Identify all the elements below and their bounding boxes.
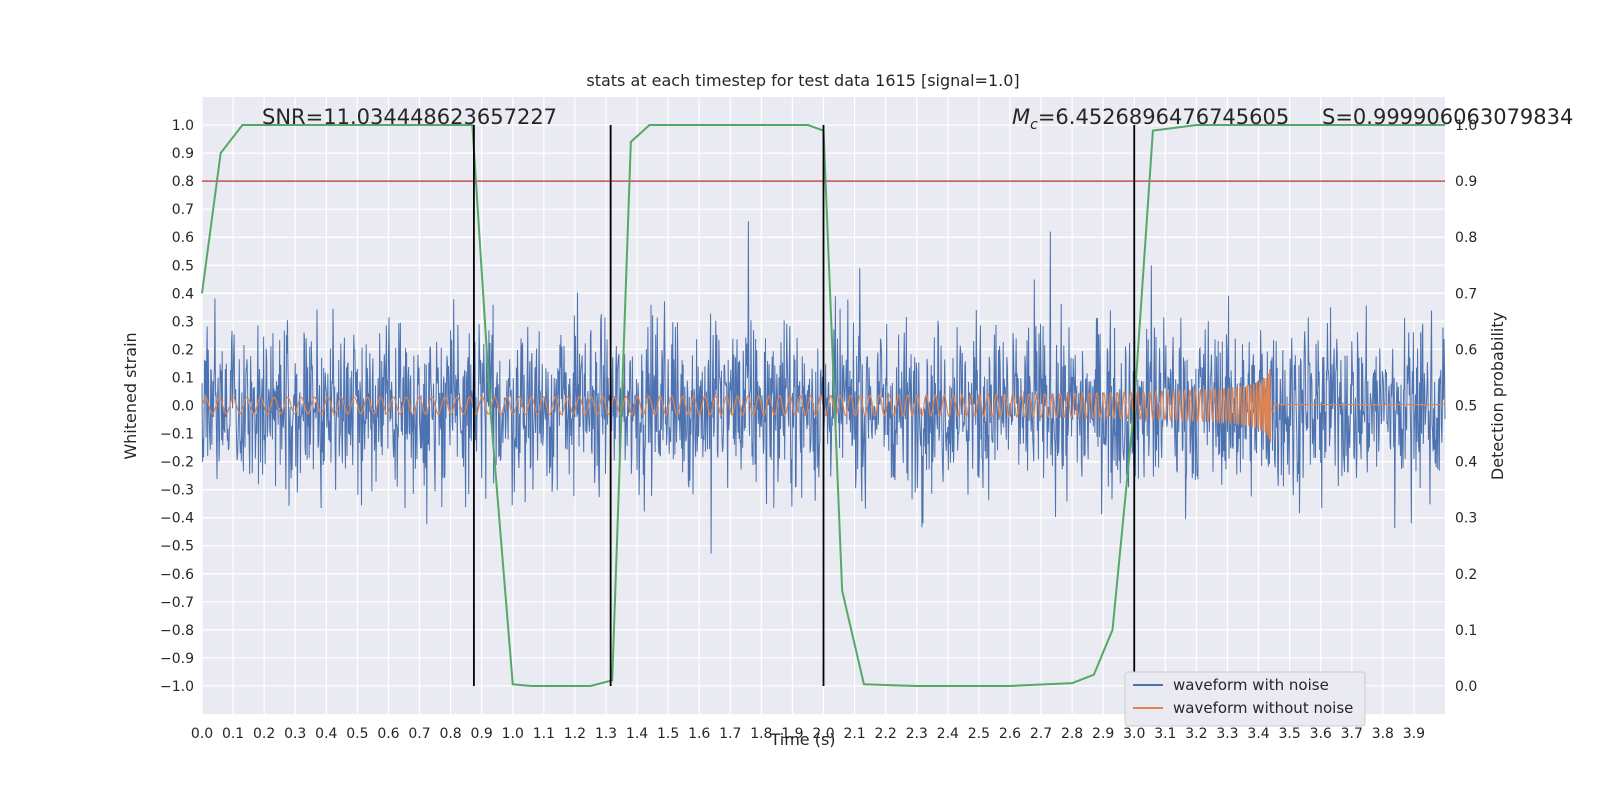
x-tick-label: 2.3 — [906, 726, 928, 742]
x-tick-label: 1.8 — [750, 726, 772, 742]
legend-label-clean: waveform without noise — [1173, 699, 1353, 717]
y-right-tick-label: 0.1 — [1455, 623, 1477, 639]
legend-label-noise: waveform with noise — [1173, 676, 1329, 694]
x-tick-label: 2.5 — [968, 726, 990, 742]
y-tick-label: 0.5 — [172, 258, 194, 274]
y-tick-label: −0.2 — [160, 455, 194, 471]
mc-annotation: Mc=6.4526896476745605 — [1012, 105, 1289, 133]
x-tick-label: 1.6 — [688, 726, 710, 742]
s-annotation: S=0.999906063079834 — [1322, 105, 1573, 129]
x-tick-label: 3.2 — [1185, 726, 1207, 742]
legend-box — [1124, 671, 1366, 727]
x-tick-label: 2.6 — [999, 726, 1021, 742]
x-tick-label: 2.0 — [812, 726, 834, 742]
x-tick-label: 3.0 — [1123, 726, 1145, 742]
chart-title: stats at each timestep for test data 161… — [586, 71, 1019, 90]
x-tick-label: 2.4 — [937, 726, 959, 742]
y-right-tick-label: 1.0 — [1455, 118, 1477, 134]
y-axis-label: Whitened strain — [121, 332, 140, 459]
y-tick-label: 0.3 — [172, 314, 194, 330]
y-right-tick-label: 0.8 — [1455, 230, 1477, 246]
x-tick-label: 0.5 — [346, 726, 368, 742]
x-tick-label: 2.2 — [875, 726, 897, 742]
vertical-markers — [473, 125, 1136, 686]
y-tick-label: −0.5 — [160, 539, 194, 555]
x-tick-label: 0.2 — [253, 726, 275, 742]
y-tick-label: 0.2 — [172, 342, 194, 358]
x-tick-label: 2.8 — [1061, 726, 1083, 742]
x-tick-label: 0.4 — [315, 726, 337, 742]
y-tick-label: 1.0 — [172, 118, 194, 134]
x-tick-label: 2.9 — [1092, 726, 1114, 742]
x-tick-label: 3.7 — [1341, 726, 1363, 742]
y-right-tick-label: 0.7 — [1455, 286, 1477, 302]
y-tick-label: −0.4 — [160, 511, 194, 527]
y-tick-label: 0.9 — [172, 146, 194, 162]
x-tick-label: 1.0 — [502, 726, 524, 742]
x-tick-label: 3.5 — [1278, 726, 1300, 742]
x-tick-label: 1.9 — [781, 726, 803, 742]
x-tick-label: 2.1 — [843, 726, 865, 742]
x-tick-label: 0.9 — [471, 726, 493, 742]
y-right-tick-label: 0.4 — [1455, 455, 1477, 471]
y-tick-label: −0.1 — [160, 427, 194, 443]
y-tick-label: 0.0 — [172, 399, 194, 415]
y-tick-label: −0.3 — [160, 483, 194, 499]
x-tick-label: 3.6 — [1310, 726, 1332, 742]
x-tick-label: 0.6 — [377, 726, 399, 742]
x-tick-label: 1.4 — [626, 726, 648, 742]
x-tick-label: 0.8 — [439, 726, 461, 742]
y-tick-label: −0.6 — [160, 567, 194, 583]
x-tick-label: 3.4 — [1247, 726, 1269, 742]
x-tick-label: 0.1 — [222, 726, 244, 742]
y-tick-label: 0.6 — [172, 230, 194, 246]
y-tick-label: −0.8 — [160, 623, 194, 639]
x-tick-label: 3.8 — [1372, 726, 1394, 742]
y-tick-label: −1.0 — [160, 679, 194, 695]
x-tick-label: 0.0 — [191, 726, 213, 742]
detection-probability-line — [201, 124, 1445, 687]
y-axis-right-label: Detection probability — [1488, 312, 1507, 480]
x-tick-label: 3.1 — [1154, 726, 1176, 742]
y-right-tick-label: 0.3 — [1455, 511, 1477, 527]
x-tick-label: 2.7 — [1030, 726, 1052, 742]
y-tick-label: 0.4 — [172, 286, 194, 302]
x-axis-label: Time (s) — [769, 730, 835, 749]
y-right-tick-label: 0.6 — [1455, 342, 1477, 358]
x-tick-label: 0.7 — [408, 726, 430, 742]
y-right-tick-label: 0.0 — [1455, 679, 1477, 695]
x-tick-label: 1.1 — [533, 726, 555, 742]
x-tick-label: 1.3 — [595, 726, 617, 742]
y-tick-label: 0.8 — [172, 174, 194, 190]
y-right-tick-label: 0.9 — [1455, 174, 1477, 190]
y-tick-label: 0.7 — [172, 202, 194, 218]
y-tick-label: −0.9 — [160, 651, 194, 667]
legend: waveform with noise waveform without noi… — [1124, 671, 1366, 727]
x-tick-label: 0.3 — [284, 726, 306, 742]
x-tick-label: 1.5 — [657, 726, 679, 742]
y-tick-label: 0.1 — [172, 370, 194, 386]
y-tick-label: −0.7 — [160, 595, 194, 611]
x-tick-label: 1.2 — [564, 726, 586, 742]
snr-annotation: SNR=11.034448623657227 — [262, 105, 557, 129]
x-tick-label: 3.3 — [1216, 726, 1238, 742]
y-right-tick-label: 0.5 — [1455, 399, 1477, 415]
x-tick-label: 3.9 — [1403, 726, 1425, 742]
tick-labels: 0.0 0.1 0.2 0.3 0.4 0.5 0.6 0.7 0.8 0.9 1.0 1.1 1.2 1… — [160, 118, 1477, 742]
y-right-tick-label: 0.2 — [1455, 567, 1477, 583]
x-tick-label: 1.7 — [719, 726, 741, 742]
